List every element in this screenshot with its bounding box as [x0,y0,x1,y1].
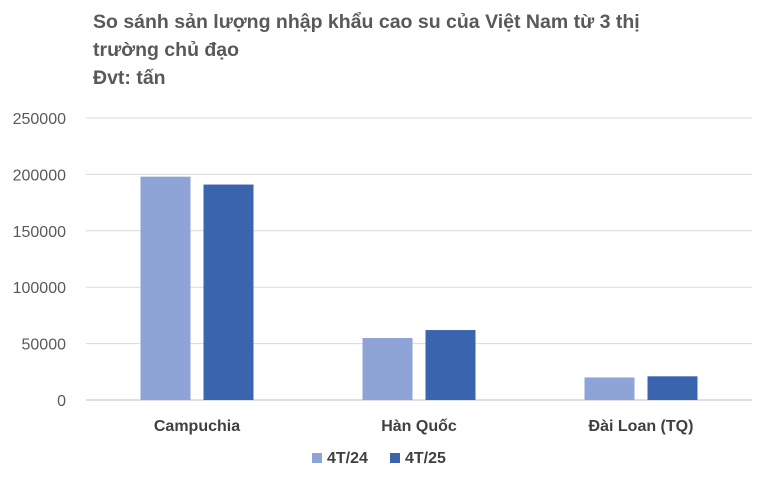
bar-4t-25 [203,184,254,400]
legend-label: 4T/24 [327,450,368,467]
bar-4t-25 [425,330,476,400]
bar-4t-24 [140,176,191,400]
y-tick-label: 200000 [13,167,66,184]
chart-title-line-2: trường chủ đạo [93,39,240,61]
chart-title-line-1: So sánh sản lượng nhập khẩu cao su của V… [93,11,640,33]
y-tick-label: 50000 [22,337,67,354]
y-tick-label: 250000 [13,111,66,128]
category-label: Đài Loan (TQ) [589,418,694,435]
bar-4t-25 [647,376,698,400]
legend-swatch [390,453,400,463]
y-tick-label: 100000 [13,280,66,297]
y-tick-label: 150000 [13,224,66,241]
bar-4t-24 [584,377,635,400]
legend-swatch [312,453,322,463]
legend-label: 4T/25 [405,450,446,467]
category-label: Campuchia [154,418,240,435]
bar-4t-24 [362,337,413,400]
chart-unit-line: Đvt: tấn [93,67,166,89]
chart-title: So sánh sản lượng nhập khẩu cao su của V… [93,8,733,92]
y-tick-label: 0 [57,393,66,410]
category-label: Hàn Quốc [381,418,457,435]
